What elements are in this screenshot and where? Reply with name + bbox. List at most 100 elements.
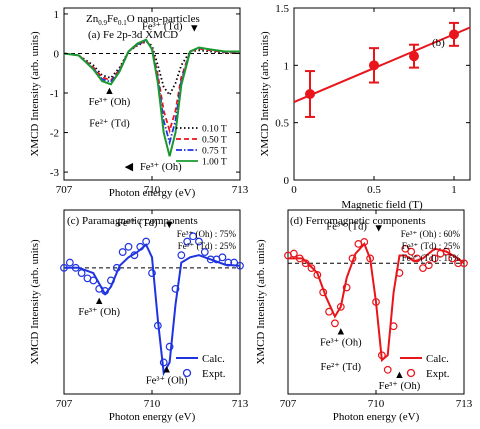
data-point xyxy=(189,232,197,241)
data-point xyxy=(366,254,375,263)
data-point xyxy=(409,51,419,62)
x-tick-label: 0.5 xyxy=(367,184,381,196)
data-point xyxy=(319,288,328,297)
x-tick-label: 710 xyxy=(368,398,385,410)
annotation-label: Fe³⁺ (Oh) xyxy=(320,338,362,349)
legend-label: 0.10 T xyxy=(202,125,227,135)
data-point xyxy=(177,251,186,260)
up-arrow-icon: ▲ xyxy=(335,326,346,338)
data-point xyxy=(313,270,322,279)
data-point xyxy=(307,264,316,273)
data-point xyxy=(136,242,145,251)
legend-label: Calc. xyxy=(202,353,225,365)
x-tick-label: 713 xyxy=(232,398,249,410)
series-line xyxy=(288,242,465,363)
x-tick-label: 713 xyxy=(456,398,473,410)
left-arrow-icon: ◀ xyxy=(125,161,134,173)
panel-c-label: (c) Paramagnetic components xyxy=(67,215,198,227)
annotation-label: Fe²⁺ (Td) xyxy=(89,119,130,130)
panel-a-legend: 0.10 T0.50 T0.75 T1.00 T xyxy=(176,125,227,168)
legend-label: 0.50 T xyxy=(202,136,227,146)
legend-label: 1.00 T xyxy=(202,158,227,168)
data-point xyxy=(183,237,192,246)
panel-c-chart: 707 710 713 (c) Paramagnetic components Fe… xyxy=(29,209,249,423)
panel-d-xlabel: Photon energy (eV) xyxy=(333,411,420,423)
panel-a-xlabel: Photon energy (eV) xyxy=(109,187,196,199)
data-point xyxy=(336,302,345,311)
data-point xyxy=(206,255,215,264)
y-tick-label: -2 xyxy=(50,128,59,140)
panel-b-chart: 0 0.5 1 0 0.5 1 1.5 (b) Magnetic field (T) XMC… xyxy=(259,3,471,211)
data-point xyxy=(77,269,86,277)
composition-label: Fe³⁺ (Td) : 25% xyxy=(402,241,461,251)
annotation-label: Fe³⁺ (Oh) xyxy=(146,375,188,386)
panel-b-xlabel: Magnetic field (T) xyxy=(341,199,423,211)
annotation-label: Fe³⁺ (Oh) xyxy=(379,381,421,392)
x-tick-label: 707 xyxy=(56,184,73,196)
data-point xyxy=(224,258,233,267)
data-point xyxy=(389,322,398,331)
panel-b-label: (b) xyxy=(432,37,445,49)
data-point xyxy=(331,319,339,328)
x-tick-label: 707 xyxy=(56,398,73,410)
data-point xyxy=(325,307,333,316)
data-point xyxy=(289,249,298,258)
data-point xyxy=(71,263,80,272)
data-point xyxy=(195,237,203,246)
data-point xyxy=(295,254,304,263)
fit-line xyxy=(293,26,471,103)
x-tick-label: 710 xyxy=(144,184,161,196)
data-point xyxy=(153,321,162,330)
series-line xyxy=(63,39,240,134)
data-point xyxy=(372,298,380,306)
x-tick-label: 713 xyxy=(232,184,249,196)
legend-label: 0.75 T xyxy=(202,147,227,157)
y-tick-label: 1 xyxy=(54,9,60,21)
y-tick-label: 1.5 xyxy=(275,3,289,15)
series-line xyxy=(64,243,241,377)
annotation-label: Fe²⁺ (Td) xyxy=(321,362,362,373)
annotation-label: Fe³⁺ (Td) xyxy=(326,221,367,232)
panel-c-xlabel: Photon energy (eV) xyxy=(109,411,196,423)
data-point xyxy=(395,269,404,277)
y-tick-label: 0.5 xyxy=(275,118,289,130)
data-point xyxy=(454,259,463,268)
annotation-label: Fe³⁺ (Oh) xyxy=(140,162,182,173)
panel-d-legend: Calc. Expt. xyxy=(400,353,450,380)
x-tick-label: 707 xyxy=(280,398,297,410)
panel-a-ylabel: XMCD Intensity (arb. units) xyxy=(29,31,41,157)
legend-marker xyxy=(182,368,192,378)
composition-label: Fe²⁺ (Td) : 15% xyxy=(402,253,461,263)
data-point xyxy=(407,247,416,256)
data-point xyxy=(360,238,369,246)
annotation-label: Fe³⁺ (Oh) xyxy=(78,307,120,318)
legend-label: Expt. xyxy=(426,368,450,380)
data-point xyxy=(442,247,451,256)
data-point xyxy=(148,269,156,277)
data-point xyxy=(142,237,151,246)
data-point xyxy=(118,248,127,256)
legend-marker xyxy=(406,368,416,378)
panel-b-ylabel: XMCD Intensity (arb. units) xyxy=(259,31,271,157)
data-point xyxy=(430,254,439,263)
data-point xyxy=(124,242,133,251)
data-point xyxy=(65,258,74,267)
panel-c-legend: Calc. Expt. xyxy=(176,353,226,380)
data-point xyxy=(236,261,244,270)
panel-a-title: Zn0.9Fe0.1O nano-particles xyxy=(86,13,200,27)
legend-label: Expt. xyxy=(202,368,226,380)
x-tick-label: 1 xyxy=(451,184,457,196)
composition-label: Fe³⁺ (Oh) : 75% xyxy=(177,229,237,239)
panel-d-chart: 707 710 713 (d) Ferromagnetic components F… xyxy=(255,209,473,423)
data-point xyxy=(413,254,421,263)
data-point xyxy=(101,287,109,295)
down-arrow-icon: ▼ xyxy=(164,219,175,231)
panel-a-chart: 707 710 713 1 0 -1 -2 -3 Zn0.9Fe0.1O nano-parti… xyxy=(50,7,249,199)
data-point xyxy=(369,60,379,71)
data-point xyxy=(377,351,386,360)
data-point xyxy=(112,263,121,272)
series-line xyxy=(63,40,240,97)
data-point xyxy=(305,89,315,99)
y-tick-label: 0 xyxy=(284,175,290,187)
data-point xyxy=(460,259,468,268)
